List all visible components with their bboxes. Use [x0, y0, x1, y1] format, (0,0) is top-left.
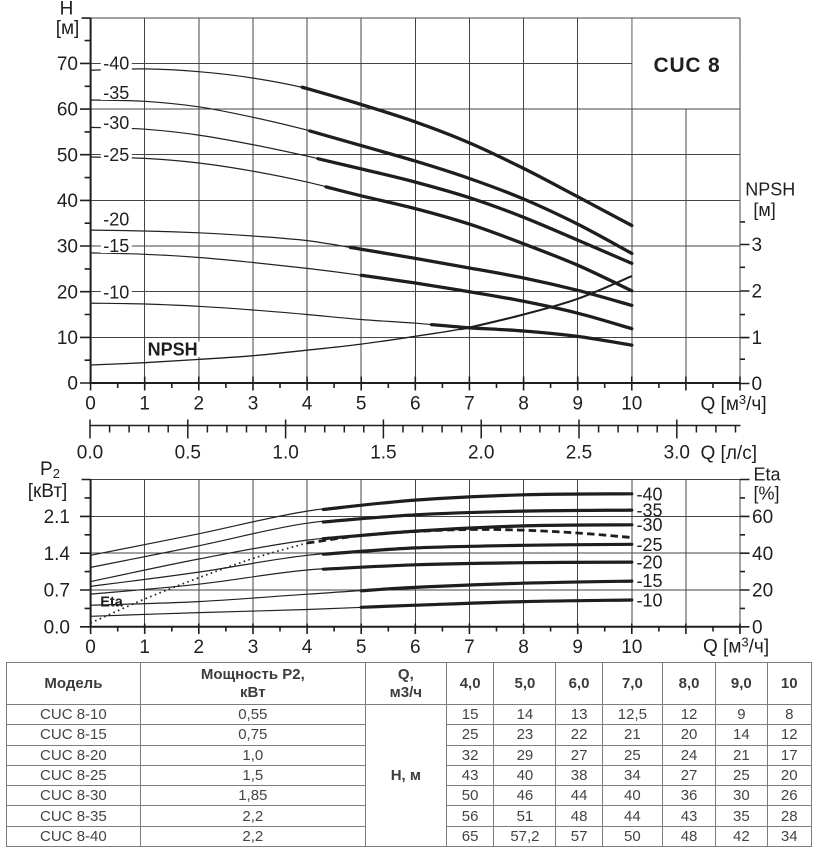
- svg-text:6: 6: [410, 394, 421, 415]
- svg-text:0: 0: [752, 374, 763, 395]
- svg-text:30: 30: [57, 237, 78, 258]
- svg-text:2: 2: [752, 282, 763, 303]
- svg-text:Q [м3/ч]: Q [м3/ч]: [703, 635, 769, 658]
- svg-text:60: 60: [752, 507, 773, 528]
- svg-text:2.1: 2.1: [44, 507, 70, 528]
- svg-text:60: 60: [57, 100, 78, 121]
- svg-text:-15: -15: [637, 571, 663, 591]
- svg-text:-35: -35: [637, 501, 663, 521]
- svg-text:9: 9: [572, 394, 583, 415]
- svg-text:[м]: [м]: [753, 200, 775, 220]
- svg-text:7: 7: [464, 637, 475, 658]
- svg-text:H: H: [60, 0, 74, 20]
- svg-text:8: 8: [518, 637, 529, 658]
- svg-text:40: 40: [57, 191, 78, 212]
- svg-text:[%]: [%]: [754, 484, 780, 504]
- svg-text:0: 0: [85, 637, 96, 658]
- svg-text:P2: P2: [40, 459, 60, 481]
- svg-text:5: 5: [356, 637, 367, 658]
- svg-text:NPSH: NPSH: [745, 180, 795, 200]
- svg-text:Q [м3/ч]: Q [м3/ч]: [701, 392, 767, 415]
- svg-text:-20: -20: [637, 552, 663, 572]
- svg-text:10: 10: [621, 394, 642, 415]
- svg-text:0: 0: [85, 394, 96, 415]
- svg-text:7: 7: [464, 394, 475, 415]
- svg-text:NPSH: NPSH: [148, 340, 198, 360]
- svg-text:3: 3: [752, 235, 763, 256]
- svg-text:0: 0: [752, 617, 763, 638]
- svg-text:20: 20: [57, 282, 78, 303]
- svg-text:20: 20: [752, 581, 773, 602]
- svg-text:2.5: 2.5: [566, 443, 592, 464]
- svg-text:5: 5: [356, 394, 367, 415]
- svg-text:2.0: 2.0: [468, 443, 494, 464]
- svg-text:1: 1: [139, 637, 150, 658]
- svg-text:4: 4: [302, 394, 313, 415]
- svg-text:0.0: 0.0: [44, 617, 70, 638]
- svg-text:2: 2: [194, 637, 205, 658]
- svg-text:-15: -15: [103, 236, 129, 256]
- svg-text:1.4: 1.4: [44, 544, 71, 565]
- svg-text:0: 0: [67, 374, 78, 395]
- svg-text:10: 10: [621, 637, 642, 658]
- svg-text:1: 1: [139, 394, 150, 415]
- svg-text:-40: -40: [103, 54, 129, 74]
- svg-text:2: 2: [194, 394, 205, 415]
- svg-text:-30: -30: [637, 515, 663, 535]
- svg-text:-35: -35: [103, 83, 129, 103]
- svg-text:1.0: 1.0: [272, 443, 298, 464]
- svg-text:10: 10: [57, 328, 78, 349]
- svg-text:-25: -25: [103, 145, 129, 165]
- svg-text:50: 50: [57, 145, 78, 166]
- svg-text:1.5: 1.5: [370, 443, 396, 464]
- svg-text:-30: -30: [103, 113, 129, 133]
- svg-text:40: 40: [752, 544, 773, 565]
- svg-text:9: 9: [572, 637, 583, 658]
- svg-text:Eta: Eta: [754, 465, 782, 485]
- svg-text:70: 70: [57, 54, 78, 75]
- svg-text:-40: -40: [637, 484, 663, 504]
- svg-text:-10: -10: [637, 591, 663, 611]
- svg-text:[м]: [м]: [56, 18, 80, 39]
- svg-text:Eta: Eta: [100, 595, 124, 611]
- svg-text:3: 3: [248, 394, 259, 415]
- svg-text:0.7: 0.7: [44, 581, 70, 602]
- svg-text:[кВт]: [кВт]: [28, 481, 68, 502]
- svg-text:Q [л/с]: Q [л/с]: [701, 443, 757, 464]
- svg-text:3: 3: [248, 637, 259, 658]
- svg-text:CUC 8: CUC 8: [653, 54, 720, 77]
- svg-text:0.0: 0.0: [77, 443, 103, 464]
- svg-text:-10: -10: [103, 283, 129, 303]
- svg-text:6: 6: [410, 637, 421, 658]
- svg-text:1: 1: [752, 328, 763, 349]
- svg-text:8: 8: [518, 394, 529, 415]
- svg-text:0.5: 0.5: [175, 443, 201, 464]
- svg-text:3.0: 3.0: [664, 443, 690, 464]
- svg-text:-25: -25: [637, 535, 663, 555]
- svg-text:4: 4: [302, 637, 313, 658]
- svg-text:-20: -20: [103, 209, 129, 229]
